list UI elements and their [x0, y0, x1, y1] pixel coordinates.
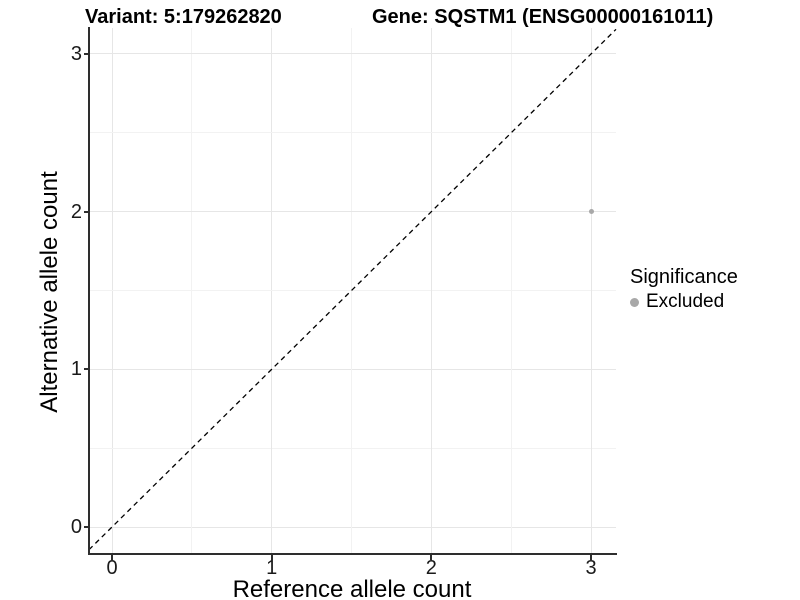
legend-item-label: Excluded [646, 291, 725, 312]
gridline-major-horizontal [89, 211, 616, 213]
x-axis-tick-label: 2 [425, 557, 437, 579]
x-axis-tick-label: 0 [106, 557, 118, 579]
x-axis-tick [590, 555, 592, 560]
y-axis-tick-label: 3 [70, 42, 82, 65]
plot-panel [88, 28, 617, 553]
y-axis-line [88, 27, 90, 554]
identity-reference-line [88, 28, 617, 551]
gridline-minor-vertical [510, 28, 512, 553]
y-axis-tick-label: 2 [70, 200, 82, 223]
y-axis-tick [84, 52, 89, 55]
x-axis-tick [111, 555, 113, 560]
plot-title-variant: Variant: 5:179262820 [85, 6, 282, 28]
gridline-major-vertical [430, 28, 432, 553]
gridline-major-horizontal [89, 53, 616, 55]
gridline-major-horizontal [89, 526, 616, 528]
y-axis-tick [84, 368, 89, 371]
x-axis-tick [430, 555, 433, 560]
y-axis-tick [84, 210, 89, 213]
legend-item: Excluded [630, 291, 738, 313]
legend-point-icon [630, 297, 639, 307]
y-axis-tick-label: 0 [70, 516, 82, 538]
legend: Significance Excluded [630, 265, 738, 313]
gridline-minor-horizontal [89, 289, 616, 291]
gridline-major-horizontal [89, 368, 616, 370]
x-axis-tick-label: 3 [585, 557, 597, 579]
data-point [588, 209, 594, 215]
x-axis-line [88, 553, 617, 555]
legend-items: Excluded [630, 291, 738, 313]
x-axis-title: Reference allele count [232, 576, 472, 600]
y-axis-tick-label: 1 [70, 358, 82, 381]
gridline-minor-horizontal [89, 132, 616, 134]
legend-title: Significance [630, 266, 738, 288]
x-axis-tick [270, 555, 273, 560]
x-axis-tick-label: 1 [266, 557, 278, 579]
gridline-major-vertical [590, 28, 592, 553]
plot-title-gene: Gene: SQSTM1 (ENSG00000161011) [372, 6, 714, 28]
y-axis-tick [84, 526, 89, 528]
gridline-minor-horizontal [89, 447, 616, 449]
